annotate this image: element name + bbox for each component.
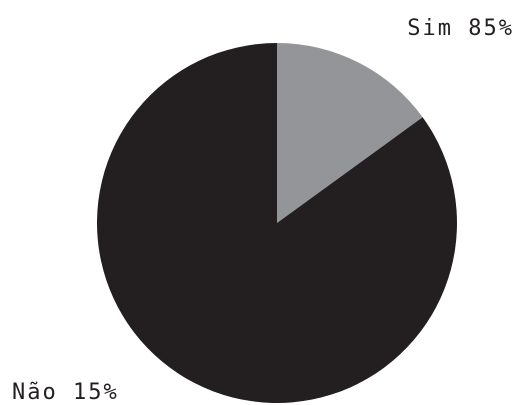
pie-slice-nao: [96, 42, 457, 403]
slice-label-sim: Sim 85%: [407, 16, 514, 41]
pie-slice-sim: [277, 43, 423, 223]
slice-label-nao: Não 15%: [12, 380, 119, 405]
